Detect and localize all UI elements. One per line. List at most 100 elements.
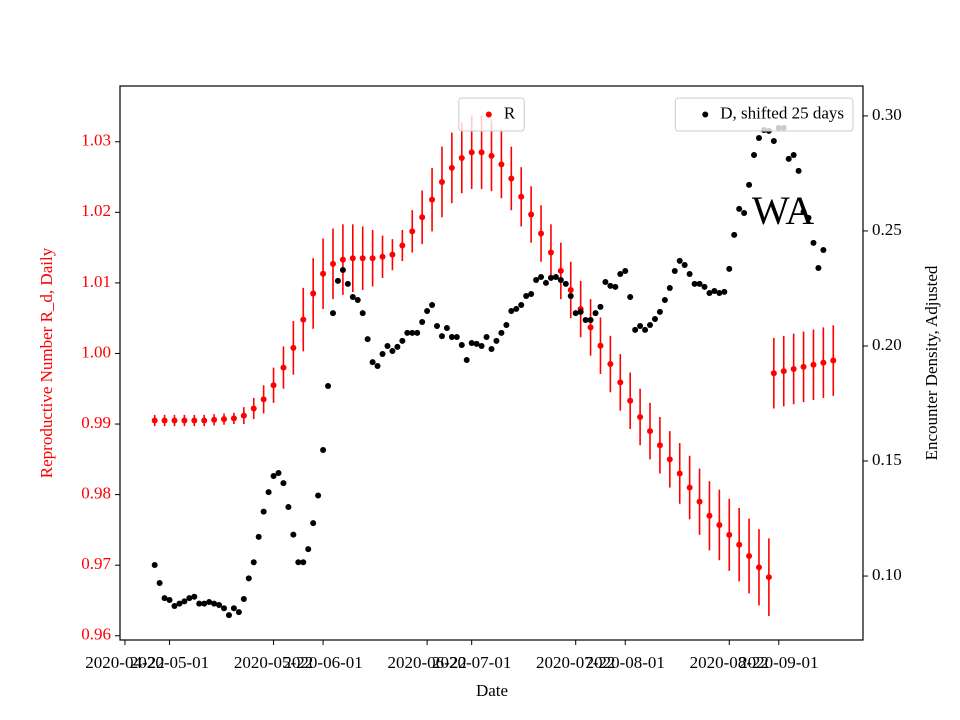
data-point [716, 290, 723, 297]
data-point [409, 329, 416, 336]
data-point [508, 175, 515, 182]
legend-label: D, shifted 25 days [720, 103, 844, 122]
data-point [538, 273, 545, 280]
x-tick-label: 2020-07-22 [536, 653, 615, 672]
data-point [364, 336, 371, 343]
x-tick-label: 2020-06-22 [387, 653, 466, 672]
data-point [528, 290, 535, 297]
data-point [389, 348, 396, 355]
data-point [176, 600, 183, 607]
data-point [736, 541, 743, 548]
data-point [265, 489, 272, 496]
y-tick-label: 1.01 [81, 272, 111, 291]
data-point [612, 283, 619, 290]
legend-label: R [504, 103, 516, 122]
y-axis-label: Reproductive Number R_d, Daily [37, 247, 56, 478]
data-point [716, 521, 723, 528]
data-point [800, 363, 807, 370]
data-point [642, 326, 649, 333]
data-point [295, 559, 302, 566]
data-point [765, 574, 772, 581]
y-tick-label: 0.96 [81, 625, 111, 644]
data-point [379, 253, 386, 260]
data-point [577, 308, 584, 315]
y-tick-label: 1.02 [81, 201, 111, 220]
data-point [374, 362, 381, 369]
y2-tick-label: 0.20 [872, 335, 902, 354]
data-point [706, 290, 713, 297]
data-point [429, 196, 436, 203]
data-point [800, 208, 807, 215]
y2-axis-label: Encounter Density, Adjusted [922, 265, 941, 460]
data-point [770, 137, 777, 144]
data-point [161, 595, 168, 602]
data-point [701, 283, 708, 290]
legend: R [458, 97, 525, 132]
data-point [424, 308, 431, 315]
y2-tick-label: 0.25 [872, 220, 902, 239]
data-point [359, 310, 366, 317]
data-point [404, 329, 411, 336]
data-point [349, 293, 356, 300]
y-tick-label: 0.99 [81, 413, 111, 432]
data-point [206, 599, 213, 606]
data-point [429, 302, 436, 309]
data-point [250, 559, 257, 566]
data-point [706, 512, 713, 519]
data-point [339, 256, 346, 263]
data-point [815, 264, 822, 271]
data-point [201, 417, 208, 424]
data-point [671, 267, 678, 274]
data-point [473, 340, 480, 347]
data-point [488, 345, 495, 352]
data-point [547, 249, 554, 256]
data-point [651, 316, 658, 323]
data-point [438, 178, 445, 185]
data-point [225, 612, 232, 619]
data-point [746, 181, 753, 188]
data-point [171, 417, 178, 424]
data-point [711, 287, 718, 294]
data-point [399, 242, 406, 249]
data-point [627, 293, 634, 300]
data-point [810, 361, 817, 368]
data-point [305, 546, 312, 553]
data-point [419, 319, 426, 326]
data-point [315, 492, 322, 499]
data-point [528, 211, 535, 218]
data-point [270, 382, 277, 389]
data-point [478, 149, 485, 156]
data-point [790, 365, 797, 372]
legend-box [674, 97, 854, 132]
x-tick-label: 2020-06-01 [283, 653, 362, 672]
data-point [151, 561, 158, 568]
data-point [656, 442, 663, 449]
data-point [325, 383, 332, 390]
data-point [647, 322, 654, 329]
data-point [488, 152, 495, 159]
data-point [696, 280, 703, 287]
data-point [656, 308, 663, 315]
data-point [300, 559, 307, 566]
data-point [151, 417, 158, 424]
data-point [478, 342, 485, 349]
legend-marker [485, 111, 492, 118]
data-point [607, 361, 614, 368]
data-point [448, 164, 455, 171]
data-point [676, 257, 683, 264]
data-point [726, 265, 733, 272]
data-point [156, 579, 163, 586]
data-point [235, 609, 242, 616]
data-point [647, 428, 654, 435]
data-point [557, 276, 564, 283]
data-point [547, 274, 554, 281]
data-point [533, 276, 540, 283]
data-point [795, 167, 802, 174]
data-point [191, 593, 198, 600]
data-point [438, 333, 445, 340]
data-point [587, 324, 594, 331]
x-tick-label: 2020-07-01 [432, 653, 511, 672]
data-point [270, 472, 277, 479]
data-point [458, 154, 465, 161]
